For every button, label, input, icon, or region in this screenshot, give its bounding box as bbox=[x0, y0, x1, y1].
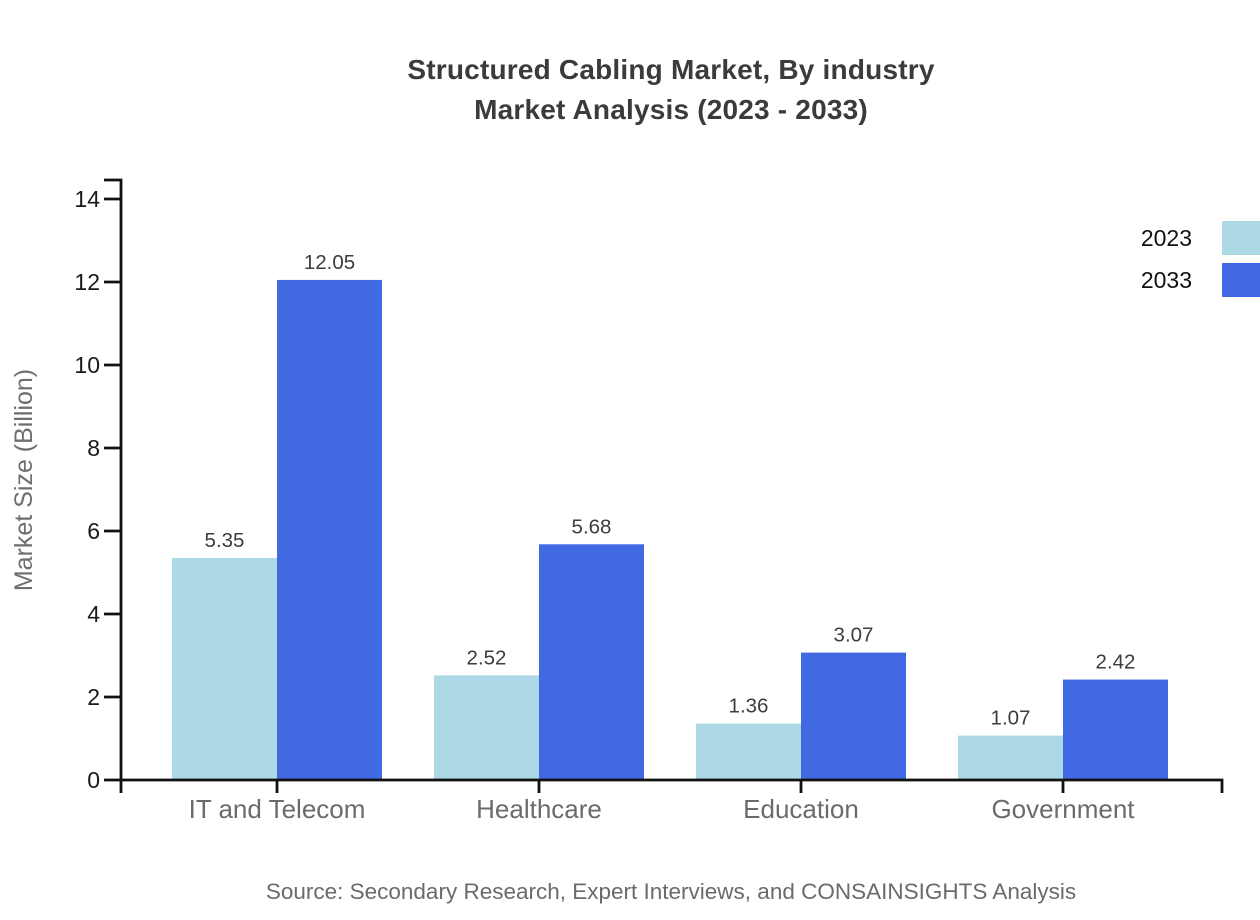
bar-2033-government bbox=[1063, 679, 1168, 780]
y-tick-label-10: 10 bbox=[74, 352, 100, 378]
source-note: Source: Secondary Research, Expert Inter… bbox=[265, 879, 1077, 904]
value-label-2033-it-and-telecom: 12.05 bbox=[304, 251, 355, 274]
bar-2023-government bbox=[958, 735, 1063, 780]
bar-2023-education bbox=[696, 723, 801, 780]
legend-item-2023: 2023 bbox=[1141, 221, 1260, 255]
y-tick-label-6: 6 bbox=[87, 518, 100, 544]
x-tick-label-it-and-telecom: IT and Telecom bbox=[189, 794, 366, 824]
chart-title-line2: Market Analysis (2023 - 2033) bbox=[474, 94, 868, 125]
bar-2033-it-and-telecom bbox=[277, 279, 382, 780]
value-label-2033-government: 2.42 bbox=[1096, 651, 1136, 674]
bar-2033-healthcare bbox=[539, 544, 644, 780]
axis-frame bbox=[104, 178, 1224, 793]
bar-2023-it-and-telecom bbox=[172, 557, 277, 780]
chart-legend: 2023 2033 bbox=[1141, 221, 1260, 297]
x-tick-label-healthcare: Healthcare bbox=[476, 794, 602, 824]
value-label-2023-healthcare: 2.52 bbox=[467, 646, 507, 669]
y-tick-label-14: 14 bbox=[74, 186, 100, 212]
y-tick-label-12: 12 bbox=[74, 269, 100, 295]
y-tick-label-8: 8 bbox=[87, 435, 100, 461]
chart-title: Structured Cabling Market, By industry M… bbox=[82, 50, 1260, 130]
bar-2023-healthcare bbox=[434, 675, 539, 780]
chart-title-line1: Structured Cabling Market, By industry bbox=[407, 54, 935, 85]
value-label-2033-healthcare: 5.68 bbox=[572, 515, 612, 538]
value-label-2033-education: 3.07 bbox=[834, 624, 874, 647]
y-axis-title: Market Size (Billion) bbox=[10, 369, 38, 591]
x-tick-label-government: Government bbox=[991, 794, 1135, 824]
value-label-2023-government: 1.07 bbox=[991, 707, 1031, 730]
legend-label-2023: 2023 bbox=[1140, 224, 1192, 251]
legend-item-2033: 2033 bbox=[1141, 263, 1260, 297]
x-tick-label-education: Education bbox=[743, 794, 859, 824]
value-label-2023-education: 1.36 bbox=[729, 695, 769, 718]
y-tick-label-4: 4 bbox=[87, 601, 100, 627]
bar-2033-education bbox=[801, 652, 906, 780]
legend-label-2033: 2033 bbox=[1140, 266, 1192, 293]
y-tick-label-0: 0 bbox=[87, 767, 100, 793]
legend-swatch-2023 bbox=[1222, 221, 1260, 255]
legend-swatch-2033 bbox=[1222, 263, 1260, 297]
y-tick-label-2: 2 bbox=[87, 684, 100, 710]
value-label-2023-it-and-telecom: 5.35 bbox=[205, 529, 245, 552]
